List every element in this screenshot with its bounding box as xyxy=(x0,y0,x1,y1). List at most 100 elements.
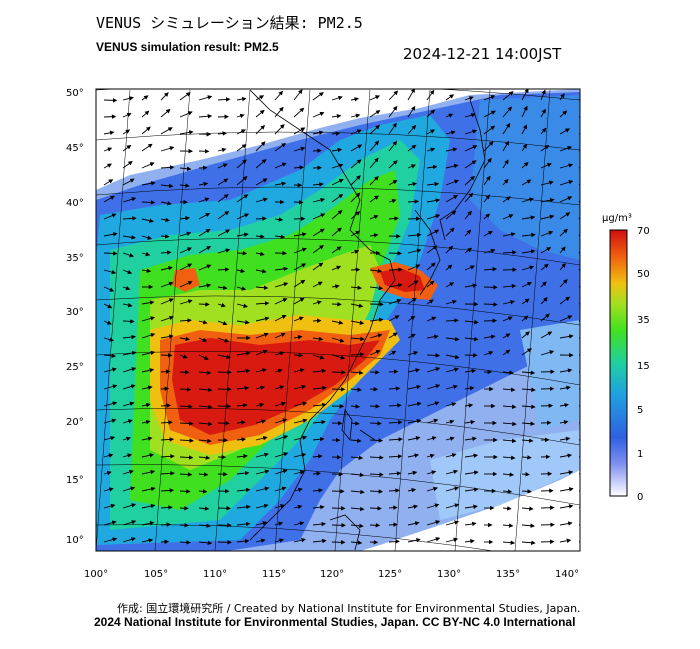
wind-arrow xyxy=(559,110,568,118)
wind-arrow xyxy=(502,178,509,186)
wind-arrow xyxy=(407,124,417,135)
wind-arrow xyxy=(388,386,401,391)
wind-arrow xyxy=(483,302,498,307)
wind-arrow xyxy=(141,538,154,543)
wind-arrow xyxy=(160,454,175,459)
wind-arrow xyxy=(331,227,342,237)
wind-arrow xyxy=(445,94,455,101)
wind-arrow xyxy=(122,178,135,186)
wind-arrow xyxy=(274,314,287,322)
wind-arrow xyxy=(369,233,379,238)
wind-arrow xyxy=(369,140,380,152)
colorbar-scale xyxy=(609,229,628,497)
wind-arrow xyxy=(141,95,149,101)
license-line: 2024 National Institute for Environmenta… xyxy=(94,615,576,629)
wind-arrow xyxy=(141,469,156,475)
wind-arrow xyxy=(502,523,514,528)
wind-arrow xyxy=(312,244,324,254)
wind-arrow xyxy=(350,192,361,203)
wind-arrow xyxy=(350,506,365,512)
wind-arrow xyxy=(350,320,365,325)
wind-vectors xyxy=(103,89,580,546)
wind-arrow xyxy=(198,540,213,546)
wind-arrow xyxy=(350,370,364,376)
wind-arrow xyxy=(179,166,192,172)
colorbar-tick: 5 xyxy=(637,405,643,416)
wind-arrow xyxy=(122,319,135,324)
wind-arrow xyxy=(217,248,231,254)
wind-arrow xyxy=(502,472,515,477)
wind-arrow xyxy=(521,179,532,186)
wind-arrow xyxy=(179,318,192,323)
wind-arrow xyxy=(198,421,213,427)
wind-arrow xyxy=(255,419,267,424)
wind-arrow xyxy=(122,129,131,135)
wind-arrow xyxy=(483,125,496,135)
wind-arrow xyxy=(141,521,155,526)
wind-arrow xyxy=(255,159,267,169)
wind-arrow xyxy=(141,300,155,305)
wind-arrow xyxy=(407,537,421,543)
wind-arrow xyxy=(122,96,134,101)
title-japanese: VENUS シミュレーション結果: PM2.5 xyxy=(96,14,363,32)
wind-arrow xyxy=(407,453,420,458)
wind-arrow xyxy=(198,337,208,342)
wind-arrow xyxy=(502,232,516,237)
wind-arrow xyxy=(369,438,384,443)
wind-arrow xyxy=(141,251,151,257)
wind-arrow xyxy=(426,334,439,339)
wind-arrow xyxy=(559,420,569,425)
wind-arrow xyxy=(217,320,228,326)
wind-arrow xyxy=(388,122,397,135)
wind-arrow xyxy=(350,97,359,102)
wind-arrow xyxy=(160,539,170,544)
wind-arrow xyxy=(331,337,345,343)
wind-arrow xyxy=(559,146,573,152)
wind-arrow xyxy=(160,201,172,206)
wind-arrow xyxy=(445,354,460,360)
wind-arrow xyxy=(122,160,133,169)
wind-arrow xyxy=(521,348,532,356)
wind-arrow xyxy=(312,538,327,544)
wind-arrow xyxy=(312,436,325,442)
wind-arrow xyxy=(388,522,398,527)
wind-arrow xyxy=(179,540,191,545)
wind-arrow xyxy=(179,489,191,494)
wind-arrow xyxy=(160,488,175,493)
wind-arrow xyxy=(540,281,547,288)
wind-arrow xyxy=(236,113,245,119)
forecast-timestamp: 2024-12-21 14:00JST xyxy=(403,45,562,63)
wind-arrow xyxy=(141,453,155,458)
wind-arrow xyxy=(160,146,175,152)
wind-arrow xyxy=(255,538,266,543)
wind-arrow xyxy=(521,506,534,511)
wind-arrow xyxy=(426,181,440,187)
wind-arrow xyxy=(255,385,266,390)
wind-arrow xyxy=(179,183,190,188)
wind-arrow xyxy=(274,385,285,390)
longitude-axis: 100° 105° 110° 115° 120° 125° 130° 135° … xyxy=(84,569,579,580)
wind-arrow xyxy=(236,521,251,527)
wind-arrow xyxy=(388,160,398,169)
wind-arrow xyxy=(578,320,580,322)
wind-arrow xyxy=(312,92,324,101)
wind-arrow xyxy=(331,131,341,136)
wind-arrow xyxy=(521,124,528,135)
wind-arrow xyxy=(274,234,286,239)
wind-arrow xyxy=(103,195,115,203)
wind-arrow xyxy=(141,218,154,223)
wind-arrow xyxy=(559,93,565,101)
wind-arrow xyxy=(312,354,325,360)
wind-arrow xyxy=(103,384,118,390)
wind-arrow xyxy=(502,489,513,494)
wind-arrow xyxy=(331,178,344,186)
wind-arrow xyxy=(312,419,326,425)
wind-arrow xyxy=(407,401,422,407)
wind-arrow xyxy=(426,486,438,492)
wind-arrow xyxy=(521,489,532,494)
wind-arrow xyxy=(103,401,118,407)
wind-arrow xyxy=(141,181,156,186)
wind-arrow xyxy=(388,216,399,221)
wind-arrow xyxy=(103,337,115,342)
plot-frame xyxy=(95,88,581,552)
